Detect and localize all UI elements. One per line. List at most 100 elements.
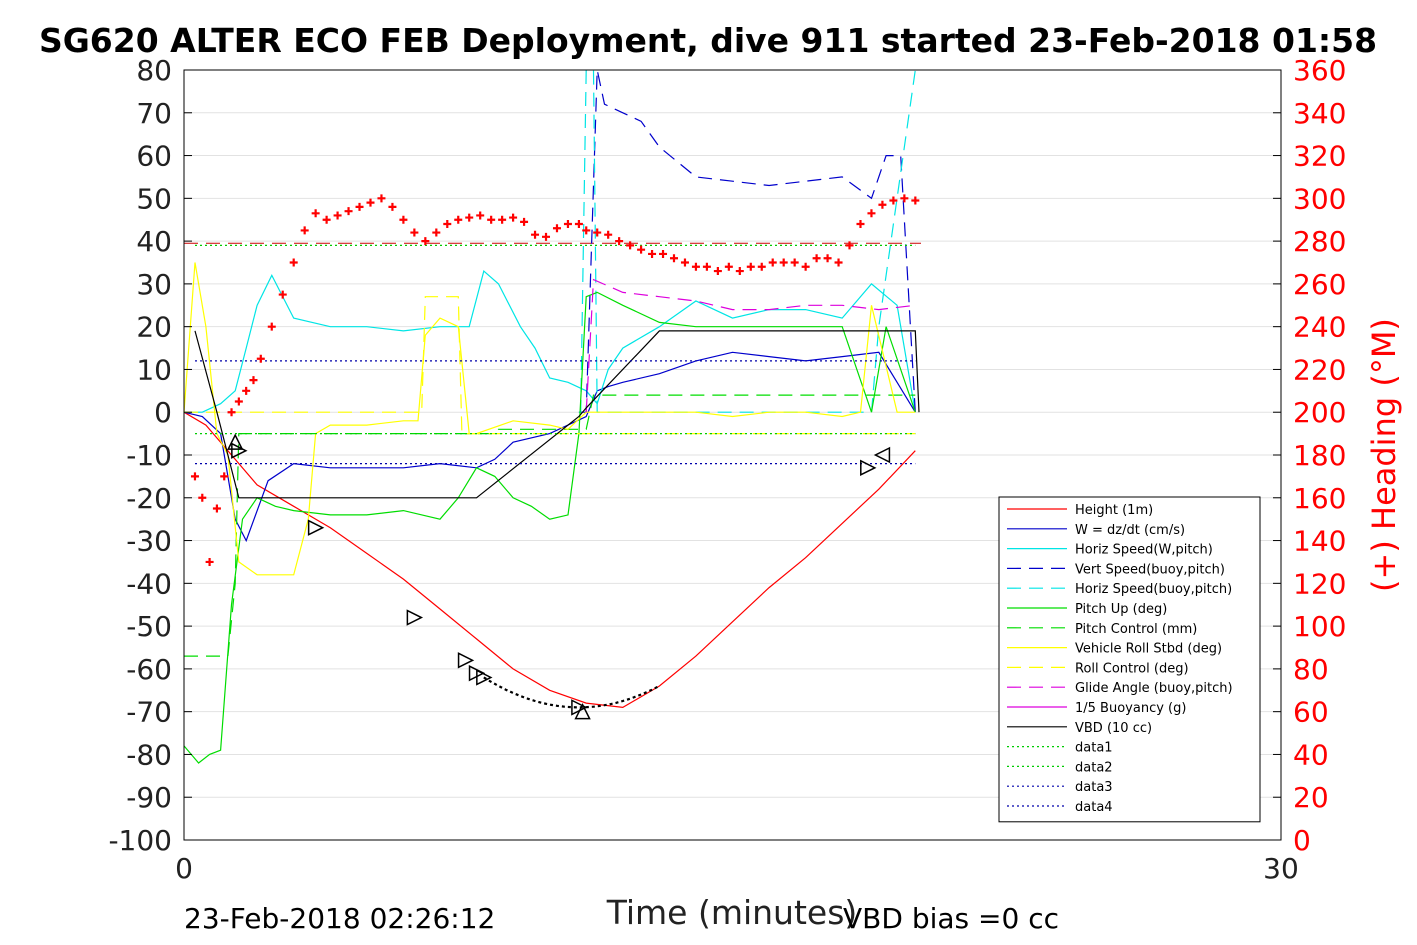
y-tick-label: -20 bbox=[126, 482, 172, 515]
y-right-tick-label: 120 bbox=[1293, 567, 1346, 600]
y-tick-label: 80 bbox=[136, 54, 172, 87]
y-tick-label: -40 bbox=[126, 567, 172, 600]
heading-point bbox=[388, 202, 397, 211]
right-axis-label: (+) Heading (°M) bbox=[1365, 318, 1403, 592]
vbd-bias-footer: VBD bias =0 cc bbox=[843, 902, 1059, 935]
legend-entry: W = dz/dt (cm/s) bbox=[1075, 523, 1185, 538]
marker-layer bbox=[190, 194, 920, 720]
heading-point bbox=[702, 262, 711, 271]
triangle-marker bbox=[476, 669, 493, 686]
heading-point bbox=[563, 220, 572, 228]
triangle-marker bbox=[873, 446, 891, 464]
y-tick-label: 40 bbox=[136, 225, 172, 258]
heading-point bbox=[311, 209, 320, 218]
heading-point bbox=[878, 200, 887, 209]
legend-box bbox=[998, 496, 1261, 823]
heading-point bbox=[691, 262, 700, 271]
heading-point bbox=[582, 226, 591, 235]
legend-entry: Vehicle Roll Stbd (deg) bbox=[1075, 642, 1222, 657]
y-right-tick-label: 220 bbox=[1293, 353, 1346, 386]
y-tick-label: 10 bbox=[136, 353, 172, 386]
legend-entry: VBD (10 cc) bbox=[1075, 721, 1152, 736]
series-layer bbox=[183, 69, 921, 764]
legend-entry: 1/5 Buoyancy (g) bbox=[1075, 701, 1186, 716]
triangle-marker bbox=[307, 519, 325, 536]
heading-point bbox=[432, 228, 441, 237]
heading-point bbox=[713, 267, 722, 276]
heading-point bbox=[249, 376, 258, 385]
heading-point bbox=[779, 258, 788, 267]
y-tick-label: -70 bbox=[126, 696, 172, 729]
heading-point bbox=[648, 249, 657, 258]
series-line-7 bbox=[184, 394, 916, 657]
heading-point bbox=[615, 237, 624, 246]
legend-entry: data3 bbox=[1075, 780, 1113, 795]
x-tick-label: 0 bbox=[175, 852, 193, 885]
legend: Height (1m) W = dz/dt (cm/s) Horiz Speed(W… bbox=[998, 496, 1261, 823]
y-tick-label: 20 bbox=[136, 311, 172, 344]
y-right-tick-label: 260 bbox=[1293, 268, 1346, 301]
heading-point bbox=[366, 198, 375, 207]
heading-point bbox=[234, 397, 243, 406]
heading-point bbox=[593, 228, 602, 237]
heading-point bbox=[289, 258, 298, 267]
y-right-tick-label: 140 bbox=[1293, 525, 1346, 558]
series-line-9 bbox=[184, 296, 916, 435]
heading-point bbox=[790, 258, 799, 267]
series-line-10 bbox=[585, 278, 916, 413]
y-tick-label: -30 bbox=[126, 525, 172, 558]
heading-point bbox=[552, 224, 561, 233]
heading-point bbox=[746, 262, 755, 271]
y-tick-label: 60 bbox=[136, 140, 172, 173]
y-tick-label: -100 bbox=[108, 824, 172, 857]
heading-point bbox=[900, 194, 909, 203]
y-tick-label: -10 bbox=[126, 439, 172, 472]
heading-point bbox=[267, 322, 276, 331]
heading-point bbox=[498, 215, 507, 224]
series-line-6 bbox=[183, 291, 916, 764]
legend-entry: Glide Angle (buoy,pitch) bbox=[1075, 681, 1233, 696]
heading-point bbox=[768, 258, 777, 267]
heading-point bbox=[377, 194, 386, 203]
heading-point bbox=[520, 217, 529, 226]
chart-title: SG620 ALTER ECO FEB Deployment, dive 911… bbox=[39, 21, 1377, 60]
heading-point bbox=[421, 237, 430, 246]
heading-point bbox=[476, 211, 485, 220]
heading-point bbox=[626, 241, 635, 250]
heading-point bbox=[465, 213, 474, 222]
y-right-tick-label: 340 bbox=[1293, 97, 1346, 130]
heading-point bbox=[198, 493, 207, 502]
triangle-marker bbox=[860, 459, 877, 477]
triangle-marker bbox=[226, 433, 244, 450]
heading-point bbox=[659, 249, 668, 258]
heading-point bbox=[333, 211, 342, 220]
heading-point bbox=[278, 290, 287, 299]
heading-point bbox=[542, 232, 551, 241]
heading-point bbox=[454, 215, 463, 224]
heading-point bbox=[212, 504, 221, 513]
heading-point bbox=[300, 226, 309, 235]
heading-point bbox=[823, 254, 832, 263]
heading-point bbox=[724, 262, 733, 271]
y-right-tick-label: 40 bbox=[1293, 738, 1329, 771]
y-right-tick-label: 360 bbox=[1293, 54, 1346, 87]
y-tick-label: 50 bbox=[136, 182, 172, 215]
y-right-tick-label: 20 bbox=[1293, 781, 1329, 814]
legend-entry: data2 bbox=[1075, 760, 1113, 775]
legend-entry: Height (1m) bbox=[1075, 503, 1153, 518]
y-right-tick-label: 160 bbox=[1293, 482, 1346, 515]
y-right-tick-label: 100 bbox=[1293, 610, 1346, 643]
y-tick-label: 70 bbox=[136, 97, 172, 130]
heading-point bbox=[574, 220, 583, 228]
y-tick-label: 30 bbox=[136, 268, 172, 301]
y-tick-label: -90 bbox=[126, 781, 172, 814]
y-right-tick-label: 320 bbox=[1293, 140, 1346, 173]
heading-point bbox=[509, 213, 518, 222]
legend-entry: Pitch Control (mm) bbox=[1075, 622, 1197, 637]
heading-point bbox=[322, 215, 331, 224]
heading-point bbox=[256, 354, 265, 363]
y-tick-label: -80 bbox=[126, 738, 172, 771]
heading-point bbox=[531, 230, 540, 239]
heading-point bbox=[410, 228, 419, 237]
heading-point bbox=[834, 258, 843, 267]
